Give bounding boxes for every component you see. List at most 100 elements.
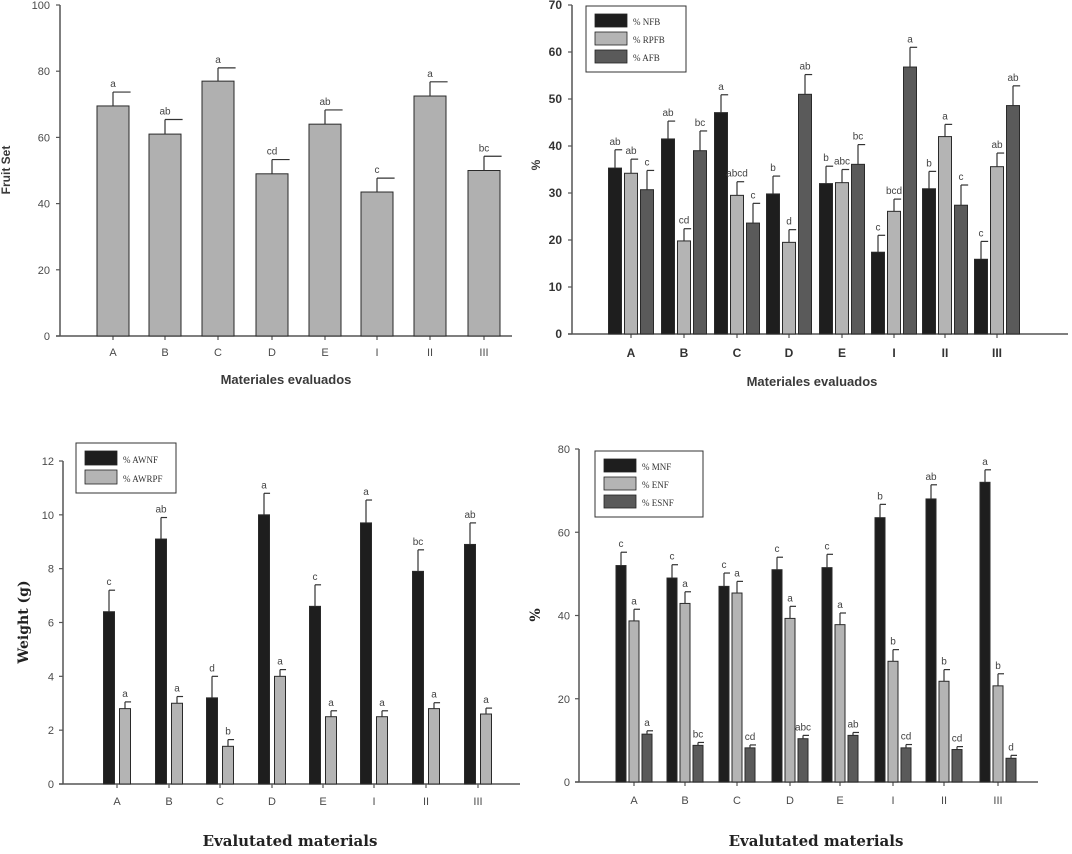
x-tick-label: D <box>785 346 794 360</box>
bar <box>96 105 130 337</box>
y-tick-label: 50 <box>549 92 563 106</box>
legend-label: % AWNF <box>123 455 158 465</box>
significance-label: ab <box>159 107 171 118</box>
y-tick-label: 20 <box>549 233 563 247</box>
significance-label: cd <box>745 732 756 743</box>
legend-swatch <box>594 31 628 46</box>
x-tick-label: II <box>941 795 947 807</box>
legend-swatch <box>84 450 118 466</box>
bar <box>938 680 950 783</box>
bar <box>661 138 675 335</box>
x-tick-label: III <box>993 795 1002 807</box>
y-tick-label: 80 <box>38 66 50 78</box>
significance-label: a <box>277 657 283 668</box>
bar <box>744 747 756 783</box>
significance-label: a <box>110 79 116 90</box>
bar <box>821 567 833 783</box>
y-axis-title: % <box>529 159 543 170</box>
legend-label: % AWRPF <box>123 474 163 484</box>
bar <box>874 517 886 783</box>
legend-label: % RPFB <box>633 35 665 45</box>
significance-label: a <box>907 34 913 45</box>
bar <box>274 675 286 785</box>
legend-label: % AFB <box>633 53 660 63</box>
bar <box>871 251 885 335</box>
x-tick-label: A <box>630 795 638 807</box>
significance-label: a <box>379 698 385 709</box>
x-tick-label: E <box>321 347 328 359</box>
legend-swatch <box>594 13 628 28</box>
bar <box>951 749 963 783</box>
bar <box>666 577 678 783</box>
significance-label: a <box>787 593 793 604</box>
y-tick-label: 40 <box>38 199 50 211</box>
significance-label: b <box>926 158 932 169</box>
significance-label: a <box>363 487 369 498</box>
legend-swatch <box>594 49 628 64</box>
bar <box>1006 105 1020 335</box>
y-tick-label: 80 <box>558 444 570 456</box>
significance-label: cd <box>679 216 690 227</box>
x-tick-label: III <box>479 347 488 359</box>
significance-label: a <box>328 698 334 709</box>
legend-swatch <box>84 469 118 485</box>
bar <box>155 538 167 785</box>
bar <box>834 624 846 783</box>
bar <box>766 193 780 335</box>
significance-label: d <box>1008 742 1014 753</box>
bar <box>990 166 1004 335</box>
y-tick-label: 0 <box>555 327 562 341</box>
bar <box>992 685 1004 783</box>
bar <box>718 585 730 783</box>
y-tick-label: 10 <box>42 510 54 522</box>
bar <box>925 498 937 783</box>
bar <box>467 170 501 337</box>
significance-label: bc <box>853 132 864 143</box>
legend-box <box>75 442 177 494</box>
significance-label: ab <box>319 97 331 108</box>
bar <box>730 194 744 335</box>
significance-label: abc <box>795 722 811 733</box>
y-tick-label: 2 <box>48 725 54 737</box>
significance-label: a <box>734 568 740 579</box>
bar <box>624 172 638 335</box>
bar <box>677 240 691 335</box>
significance-label: ab <box>464 510 476 521</box>
bar <box>900 747 912 783</box>
significance-label: ab <box>925 472 937 483</box>
significance-label: ab <box>847 719 859 730</box>
bar <box>922 188 936 335</box>
legend-label: % ESNF <box>642 498 674 508</box>
significance-label: ab <box>1007 73 1019 84</box>
x-tick-label: A <box>109 347 117 359</box>
significance-label: bc <box>695 118 706 129</box>
y-tick-label: 4 <box>48 671 54 683</box>
bar <box>608 167 622 335</box>
y-tick-label: 60 <box>558 527 570 539</box>
significance-label: bc <box>693 729 704 740</box>
x-tick-label: A <box>113 796 121 808</box>
bar <box>938 136 952 335</box>
legend: % AWNF % AWRPF <box>75 442 177 494</box>
y-tick-label: 0 <box>44 331 50 343</box>
y-tick-label: 60 <box>549 45 563 59</box>
significance-label: a <box>427 69 433 80</box>
significance-label: bcd <box>886 186 902 197</box>
bar <box>693 150 707 335</box>
bar <box>255 173 289 337</box>
significance-label: ab <box>799 62 811 73</box>
bar <box>360 522 372 785</box>
legend-swatch <box>603 494 637 509</box>
bar <box>887 660 899 783</box>
bar <box>641 733 653 783</box>
bar <box>835 182 849 335</box>
y-tick-label: 60 <box>38 132 50 144</box>
x-axis-title: Materiales evaluados <box>221 372 352 387</box>
x-tick-label: A <box>627 346 636 360</box>
legend-label: % NFB <box>633 17 660 27</box>
y-axis-title: Weight (g) <box>16 580 32 664</box>
bar <box>731 592 743 783</box>
significance-label: d <box>209 663 215 674</box>
bar <box>974 258 988 335</box>
